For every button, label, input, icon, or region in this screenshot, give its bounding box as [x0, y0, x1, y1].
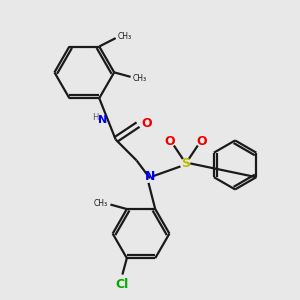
Text: CH₃: CH₃	[133, 74, 147, 83]
Text: O: O	[196, 134, 207, 148]
Text: O: O	[142, 117, 152, 130]
Text: H: H	[92, 113, 98, 122]
Text: S: S	[181, 157, 190, 170]
Text: CH₃: CH₃	[93, 199, 107, 208]
Text: O: O	[165, 134, 175, 148]
Text: N: N	[145, 170, 155, 183]
Text: CH₃: CH₃	[118, 32, 132, 41]
Text: Cl: Cl	[116, 278, 129, 291]
Text: N: N	[98, 116, 108, 125]
